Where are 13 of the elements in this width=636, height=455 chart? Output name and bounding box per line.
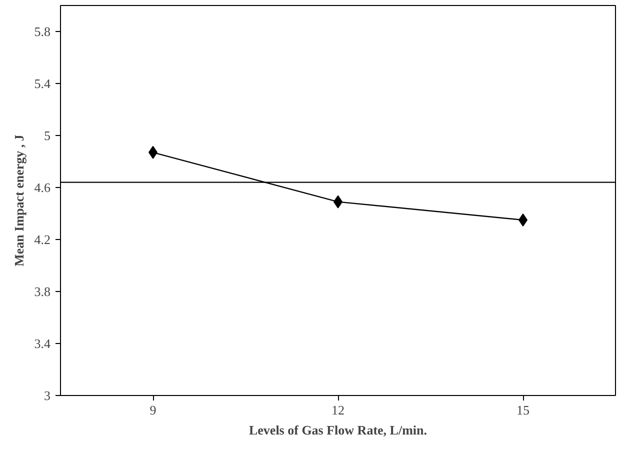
y-tick-label: 3.8 — [34, 284, 50, 299]
y-tick-label: 3.4 — [34, 336, 51, 351]
y-tick-label: 5 — [44, 128, 50, 143]
y-tick-label: 5.8 — [34, 24, 50, 39]
x-axis-title: Levels of Gas Flow Rate, L/min. — [248, 422, 428, 438]
y-tick-label: 5.4 — [34, 76, 51, 91]
y-tick-label: 4.2 — [34, 232, 50, 247]
y-tick-label: 4.6 — [34, 180, 51, 195]
x-tick-label: 12 — [332, 402, 344, 418]
y-axis-title: Mean Impact energy , J — [11, 134, 26, 266]
x-tick-label: 9 — [150, 402, 156, 418]
y-tick-label: 3 — [44, 388, 50, 403]
x-tick-label: 15 — [516, 402, 530, 418]
